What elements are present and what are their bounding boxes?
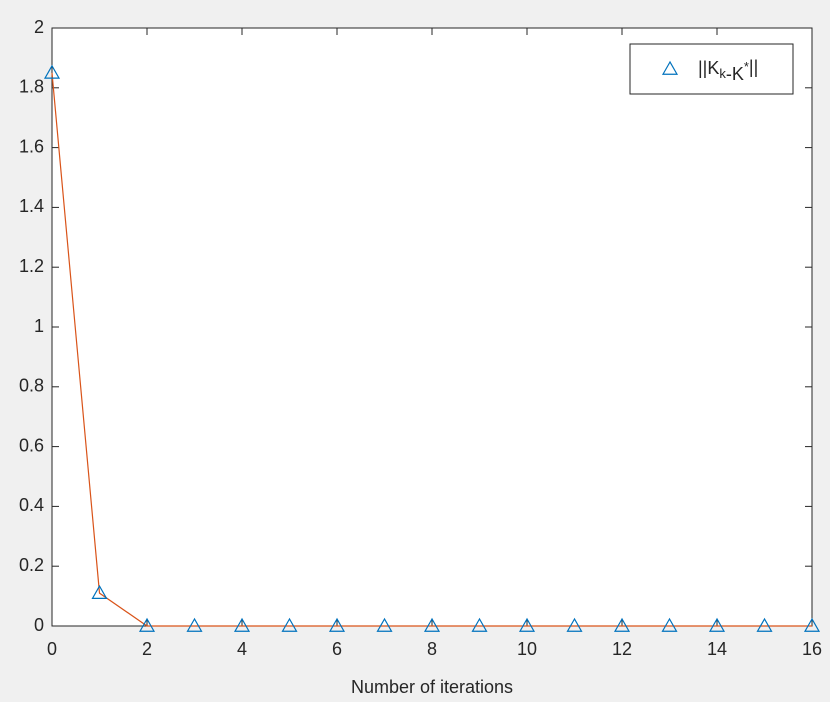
- x-tick-label: 8: [427, 639, 437, 659]
- marker: [613, 617, 631, 632]
- plot-area: [51, 27, 813, 627]
- marker: [138, 617, 156, 632]
- x-tick-label: 0: [47, 639, 57, 659]
- y-tick-label: 0.8: [19, 376, 44, 396]
- marker: [186, 617, 203, 632]
- y-tick-label: 0.2: [19, 555, 44, 575]
- marker: [91, 584, 108, 599]
- series-line: [51, 72, 812, 627]
- marker: [518, 617, 536, 632]
- marker: [43, 64, 61, 79]
- y-tick-label: 1: [34, 316, 44, 336]
- marker: [756, 617, 773, 632]
- y-tick-label: 2: [34, 17, 44, 37]
- y-tick-label: 1.6: [19, 136, 44, 156]
- marker: [233, 617, 251, 632]
- legend-box: [629, 43, 794, 95]
- marker: [423, 617, 441, 632]
- y-tick-label: 0.4: [19, 495, 44, 515]
- x-tick-label: 4: [237, 639, 247, 659]
- y-tick-label: 1.8: [19, 77, 44, 97]
- x-tick-label: 12: [612, 639, 632, 659]
- legend-label: ||Kk-K*||: [698, 57, 758, 84]
- marker: [566, 617, 583, 632]
- y-tick-label: 1.2: [19, 256, 44, 276]
- y-tick-label: 1.4: [19, 196, 44, 216]
- x-tick-label: 2: [142, 639, 152, 659]
- marker: [376, 617, 393, 632]
- x-tick-label: 16: [802, 639, 822, 659]
- marker: [661, 617, 678, 632]
- x-tick-label: 6: [332, 639, 342, 659]
- marker: [328, 617, 346, 632]
- x-tick-label: 10: [517, 639, 537, 659]
- marker: [471, 617, 488, 632]
- x-tick-label: 14: [707, 639, 727, 659]
- marker: [803, 617, 821, 632]
- y-tick-label: 0: [34, 615, 44, 635]
- y-tick-label: 0.6: [19, 435, 44, 455]
- x-axis-label: Number of iterations: [351, 677, 513, 697]
- marker: [708, 617, 726, 632]
- legend-marker: [661, 60, 679, 75]
- marker: [281, 617, 298, 632]
